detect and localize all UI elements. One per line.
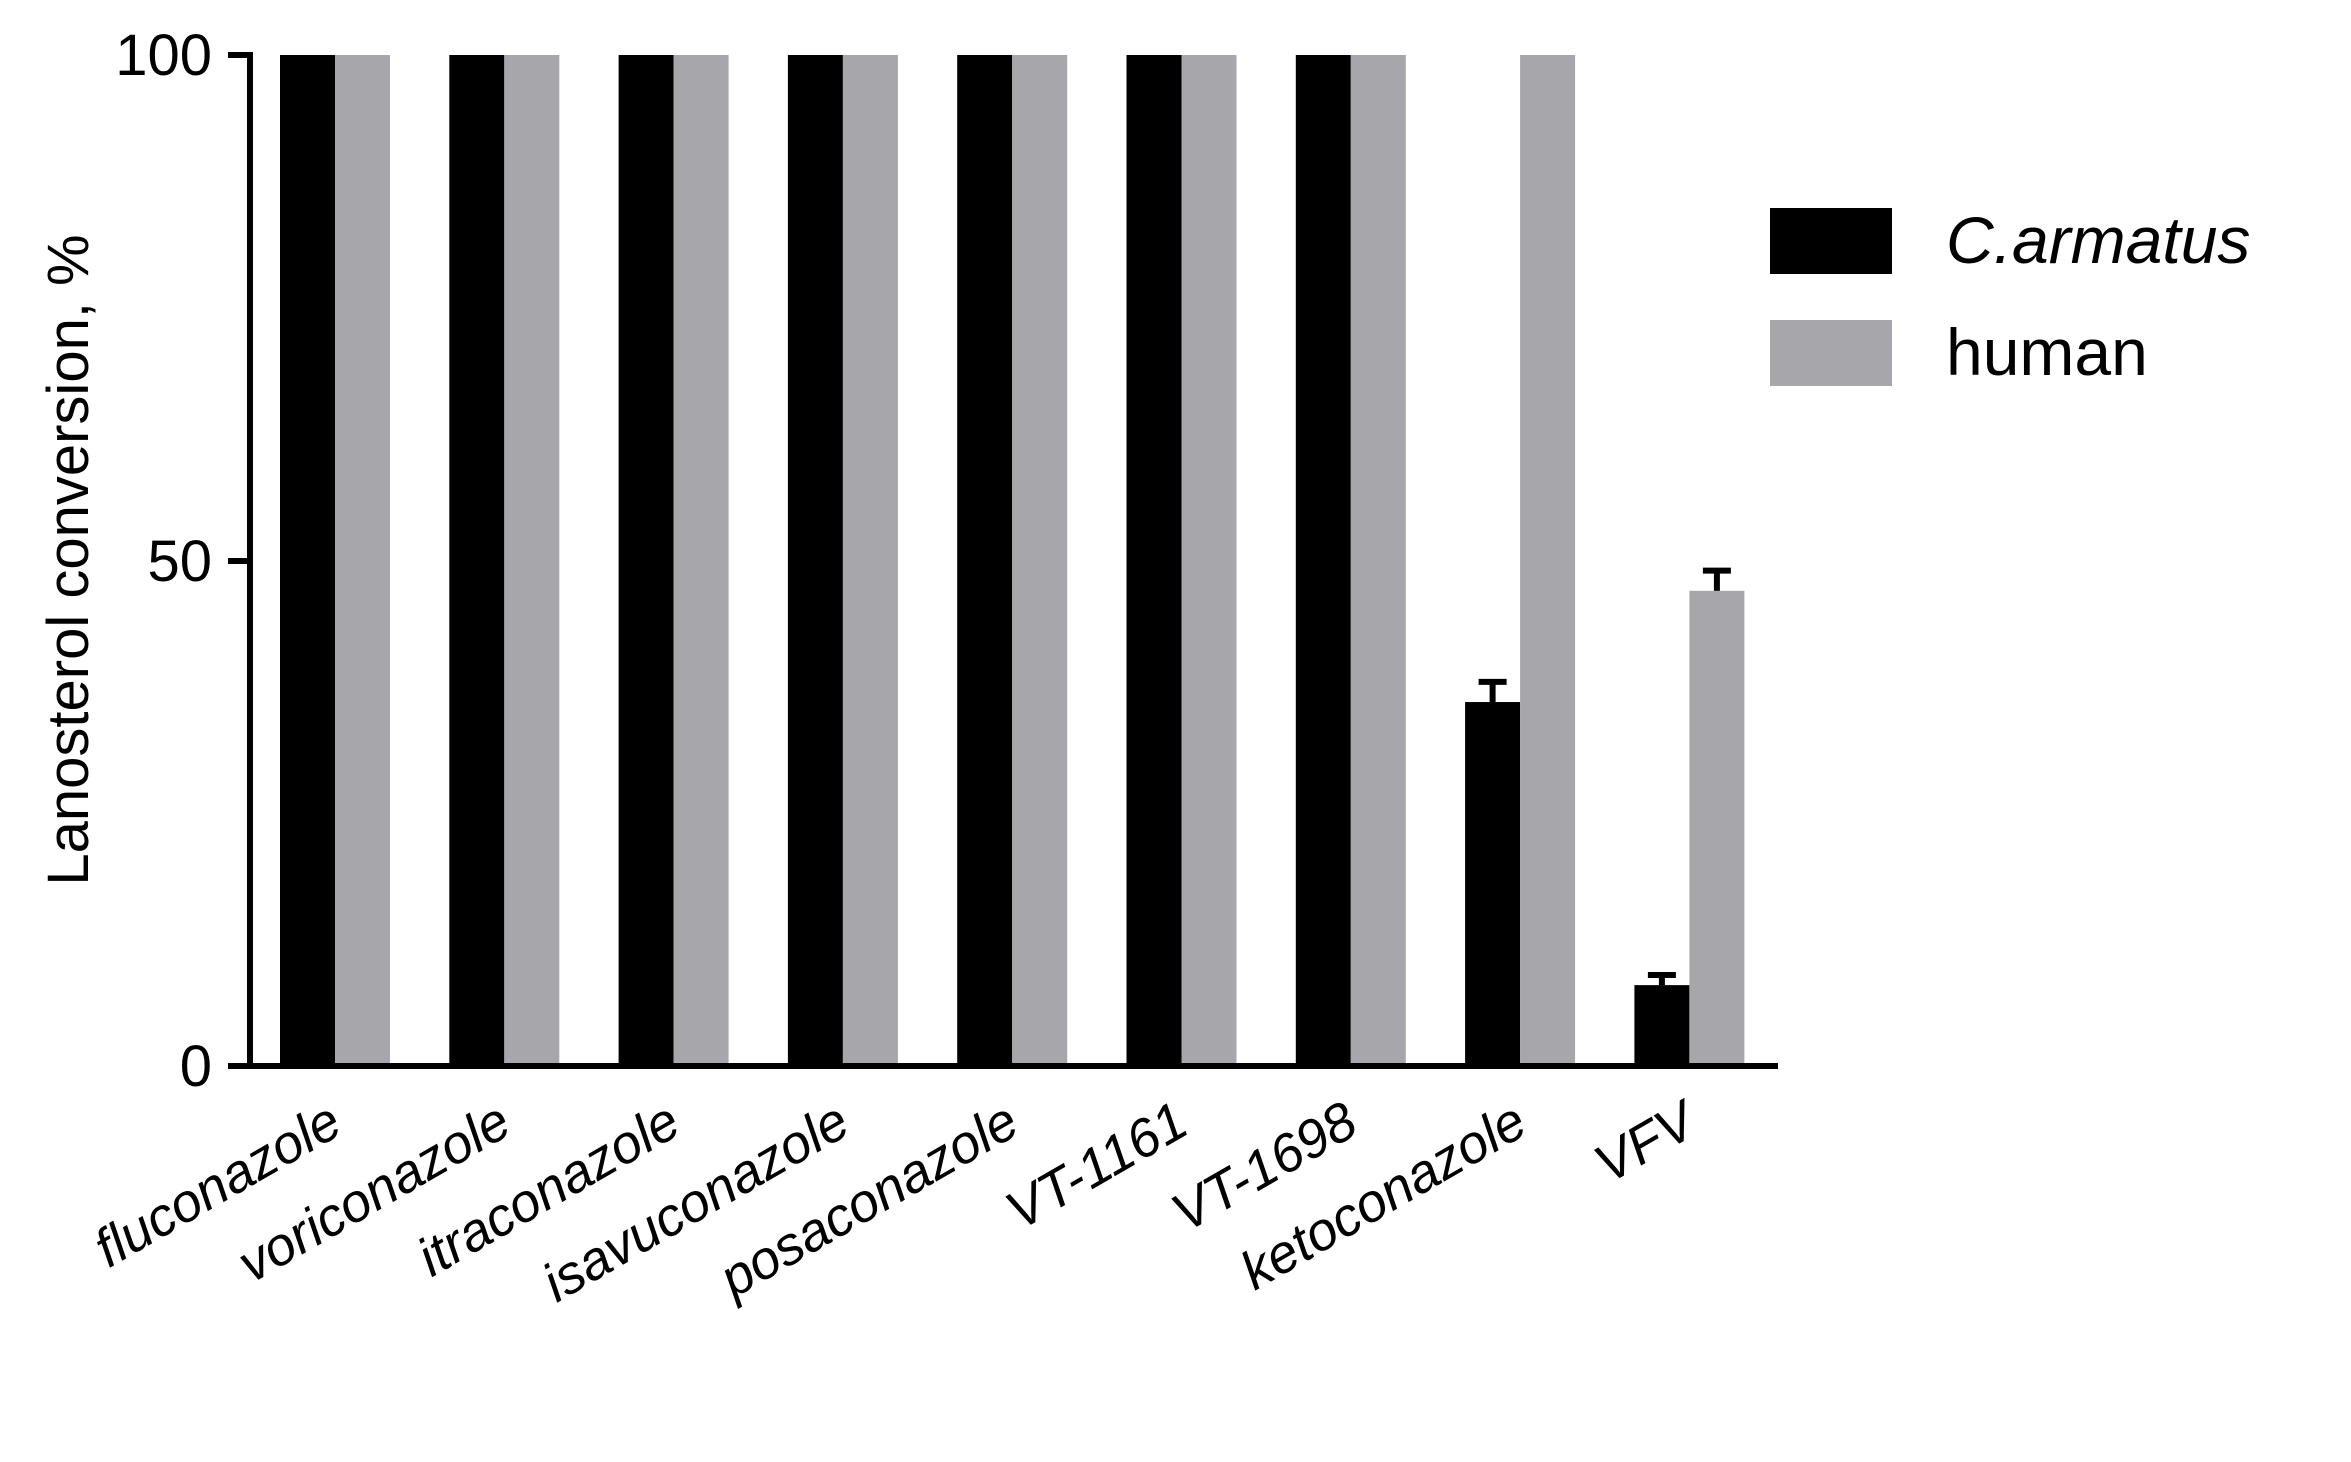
y-tick-label-0: 0: [180, 1034, 212, 1099]
legend-label-human: human: [1946, 315, 2148, 389]
bar-human-vt-1698: [1350, 55, 1406, 1066]
error-bars-group: [1478, 567, 1731, 986]
bar-c-armatus-posaconazole: [957, 55, 1013, 1066]
bar-c-armatus-vt-1161: [1126, 55, 1182, 1066]
x-tick-label-ketoconazole: ketoconazole: [1231, 1090, 1537, 1301]
bar-human-vfv: [1689, 590, 1745, 1066]
x-tick-label-vfv: VFV: [1584, 1088, 1709, 1195]
y-tick-label-100: 100: [115, 23, 212, 88]
bar-human-fluconazole: [335, 55, 390, 1066]
bar-human-isavuconazole: [842, 55, 898, 1066]
bar-c-armatus-itraconazole: [618, 55, 674, 1066]
bar-c-armatus-fluconazole: [280, 55, 335, 1066]
bar-c-armatus-isavuconazole: [787, 55, 843, 1066]
bar-human-itraconazole: [673, 55, 729, 1066]
x-tick-labels-group: fluconazolevoriconazoleitraconazoleisavu…: [84, 1088, 1709, 1314]
bar-human-vt-1161: [1181, 55, 1237, 1066]
bar-c-armatus-ketoconazole: [1465, 702, 1521, 1066]
x-tick-label-vt-1161: VT-1161: [996, 1090, 1198, 1241]
bars-group: [280, 55, 1745, 1066]
legend-label-carmatus: C.armatus: [1946, 203, 2250, 277]
bar-human-posaconazole: [1012, 55, 1068, 1066]
legend-swatch-carmatus: [1770, 208, 1892, 274]
bar-human-ketoconazole: [1520, 55, 1576, 1066]
y-axis-title: Lanosterol conversion, %: [36, 234, 101, 885]
bar-c-armatus-vfv: [1634, 985, 1690, 1066]
bar-c-armatus-vt-1698: [1295, 55, 1351, 1066]
y-tick-label-50: 50: [147, 529, 212, 594]
bar-c-armatus-voriconazole: [449, 55, 505, 1066]
bar-human-voriconazole: [504, 55, 560, 1066]
legend-swatch-human: [1770, 320, 1892, 386]
